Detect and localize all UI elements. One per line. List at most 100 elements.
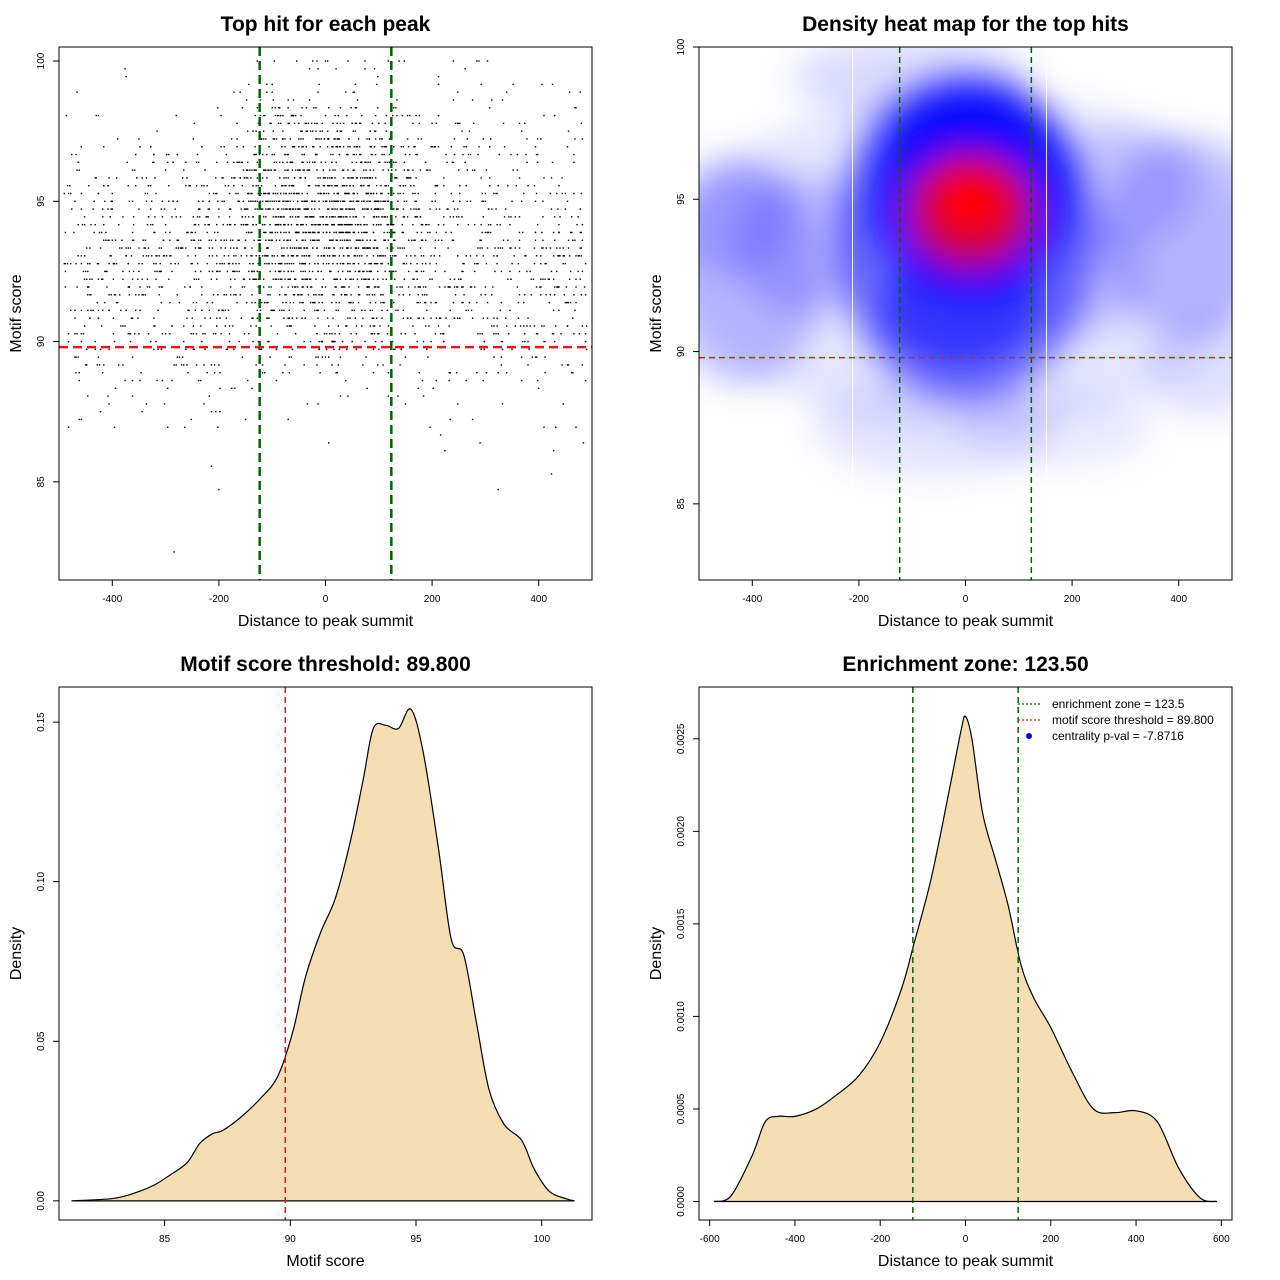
scatter-point [381,262,383,265]
scatter-point [173,551,175,553]
scatter-point [511,262,513,265]
scatter-point [325,262,328,265]
scatter-point [132,270,135,273]
scatter-point [277,262,280,265]
scatter-point [215,177,217,179]
scatter-point [369,177,371,179]
scatter-point [127,333,129,335]
scatter-point [456,223,459,226]
scatter-point [523,325,525,327]
scatter-point [354,270,357,273]
scatter-point [381,216,383,218]
scatter-point [372,325,375,327]
scatter-point [255,169,257,171]
scatter-point [305,107,308,109]
scatter-point [139,379,141,382]
scatter-point [107,395,109,397]
scatter-point [282,185,284,187]
scatter-point [290,325,293,327]
scatter-point [206,185,208,187]
scatter-point [192,325,195,327]
scatter-point [402,262,405,265]
scatter-point [470,286,473,288]
scatter-point [341,208,344,210]
scatter-point [338,333,341,335]
scatter-point [289,239,292,241]
scatter-point [151,200,153,202]
scatter-point [250,200,252,202]
scatter-point [394,239,396,241]
scatter-point [403,247,406,249]
scatter-point [321,301,323,304]
scatter-point [536,223,539,226]
scatter-point [342,200,345,202]
scatter-point [493,356,495,358]
scatter-point [120,309,122,312]
scatter-point [254,153,256,156]
scatter-point [218,309,220,312]
scatter-point [125,75,127,78]
scatter-point [563,255,565,257]
scatter-point [65,114,68,117]
scatter-point [249,169,251,171]
scatter-point [313,216,315,218]
scatter-point [352,91,354,93]
scatter-point [412,325,414,327]
scatter-point [362,270,364,273]
scatter-point [354,216,357,218]
scatter-point [293,192,296,195]
scatter-point [368,262,370,265]
scatter-point [285,231,287,234]
scatter-point [255,278,257,280]
scatter-point [396,286,398,288]
scatter-point [459,122,461,125]
scatter-point [285,177,287,179]
scatter-point [454,294,457,296]
scatter-point [556,192,558,195]
scatter-point [248,333,250,335]
scatter-point [346,239,348,241]
scatter-point [550,208,553,210]
scatter-point [159,262,161,265]
scatter-point [443,333,445,335]
scatter-point [192,333,195,335]
scatter-point [492,286,494,288]
scatter-point [385,278,387,280]
scatter-point [290,114,293,117]
scatter-point [375,185,378,187]
scatter-point [294,216,297,218]
scatter-point [161,216,164,218]
scatter-point [317,185,319,187]
scatter-point [417,317,419,319]
scatter-point [409,177,411,179]
scatter-point [355,122,358,125]
scatter-point [506,91,508,93]
scatter-point [536,161,539,164]
scatter-point [153,325,155,327]
scatter-point [462,262,464,265]
scatter-point [497,372,499,374]
scatter-point [338,146,341,148]
scatter-point [391,255,394,257]
scatter-point [252,340,254,343]
scatter-point [323,255,326,257]
scatter-point [271,239,273,241]
scatter-point [357,231,360,234]
scatter-point [336,208,338,210]
scatter-point [230,138,233,140]
scatter-point [300,247,302,249]
scatter-point [384,146,386,148]
scatter-point [375,83,378,86]
scatter-point [384,200,386,202]
scatter-point [256,107,258,109]
scatter-point [305,200,308,202]
scatter-point [223,200,225,202]
scatter-point [393,231,395,234]
scatter-point [77,223,79,226]
scatter-point [350,200,352,202]
scatter-point [339,200,342,202]
scatter-point [308,185,311,187]
scatter-point [531,356,533,358]
scatter-point [429,208,431,210]
